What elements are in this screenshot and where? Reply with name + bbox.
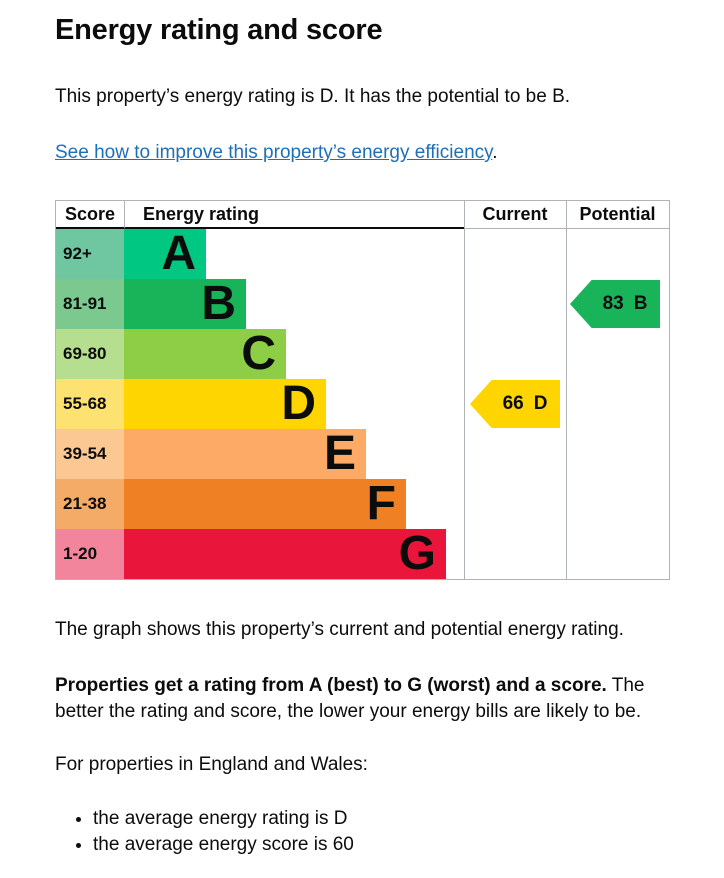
band-bar-c: C: [124, 329, 286, 379]
band-letter: C: [241, 327, 276, 380]
averages-list: the average energy rating is D the avera…: [93, 806, 669, 857]
band-row-e: 39-54 E: [56, 429, 669, 479]
band-bar-a: A: [124, 229, 206, 279]
improve-link-line: See how to improve this property’s energ…: [55, 142, 669, 164]
band-row-a: 92+ A: [56, 229, 669, 279]
band-letter: A: [161, 227, 196, 280]
band-letter: F: [366, 477, 396, 530]
band-row-g: 1-20 G: [56, 529, 669, 579]
band-letter: E: [323, 427, 356, 480]
current-letter: D: [533, 393, 548, 414]
header-current: Current: [464, 201, 566, 229]
chart-caption: The graph shows this property’s current …: [55, 619, 624, 640]
list-item: the average energy rating is D: [93, 806, 669, 831]
chart-header-row: Score Energy rating Current Potential: [56, 201, 669, 229]
band-score-range: 1-20: [56, 529, 124, 579]
band-bar-g: G: [124, 529, 446, 579]
band-row-f: 21-38 F: [56, 479, 669, 529]
band-row-c: 69-80 C: [56, 329, 669, 379]
list-item: the average energy score is 60: [93, 832, 669, 857]
rating-explainer-bold: Properties get a rating from A (best) to…: [55, 675, 607, 696]
potential-score: 83: [602, 293, 624, 314]
band-row-b: 81-91 B: [56, 279, 669, 329]
band-letter: G: [398, 527, 436, 580]
band-letter: D: [281, 377, 316, 430]
header-score: Score: [56, 201, 124, 229]
page-title: Energy rating and score: [55, 14, 383, 46]
current-rating-arrow: 66 D: [470, 380, 560, 428]
band-score-range: 55-68: [56, 379, 124, 429]
rating-explainer: Properties get a rating from A (best) to…: [55, 673, 669, 725]
band-score-range: 39-54: [56, 429, 124, 479]
potential-rating-arrow: 83 B: [570, 280, 660, 328]
link-suffix: .: [492, 142, 498, 163]
rating-explainer-rest: The better the rating and score, the low…: [55, 675, 645, 722]
potential-letter: B: [633, 293, 648, 314]
potential-column-divider: [566, 201, 567, 579]
band-row-d: 55-68 D: [56, 379, 669, 429]
improve-efficiency-link[interactable]: See how to improve this property’s energ…: [55, 142, 493, 163]
intro-text: This property’s energy rating is D. It h…: [55, 86, 571, 107]
current-column-divider: [464, 201, 465, 579]
band-score-range: 81-91: [56, 279, 124, 329]
band-bar-f: F: [124, 479, 406, 529]
band-score-range: 21-38: [56, 479, 124, 529]
band-letter: B: [201, 277, 236, 330]
band-bar-b: B: [124, 279, 246, 329]
band-score-range: 92+: [56, 229, 124, 279]
header-potential: Potential: [566, 201, 669, 229]
energy-rating-chart: Score Energy rating Current Potential 92…: [55, 200, 670, 580]
band-score-range: 69-80: [56, 329, 124, 379]
regions-line: For properties in England and Wales:: [55, 754, 368, 775]
band-bar-e: E: [124, 429, 366, 479]
header-energy-rating: Energy rating: [124, 201, 464, 229]
band-bar-d: D: [124, 379, 326, 429]
current-score: 66: [502, 393, 524, 414]
